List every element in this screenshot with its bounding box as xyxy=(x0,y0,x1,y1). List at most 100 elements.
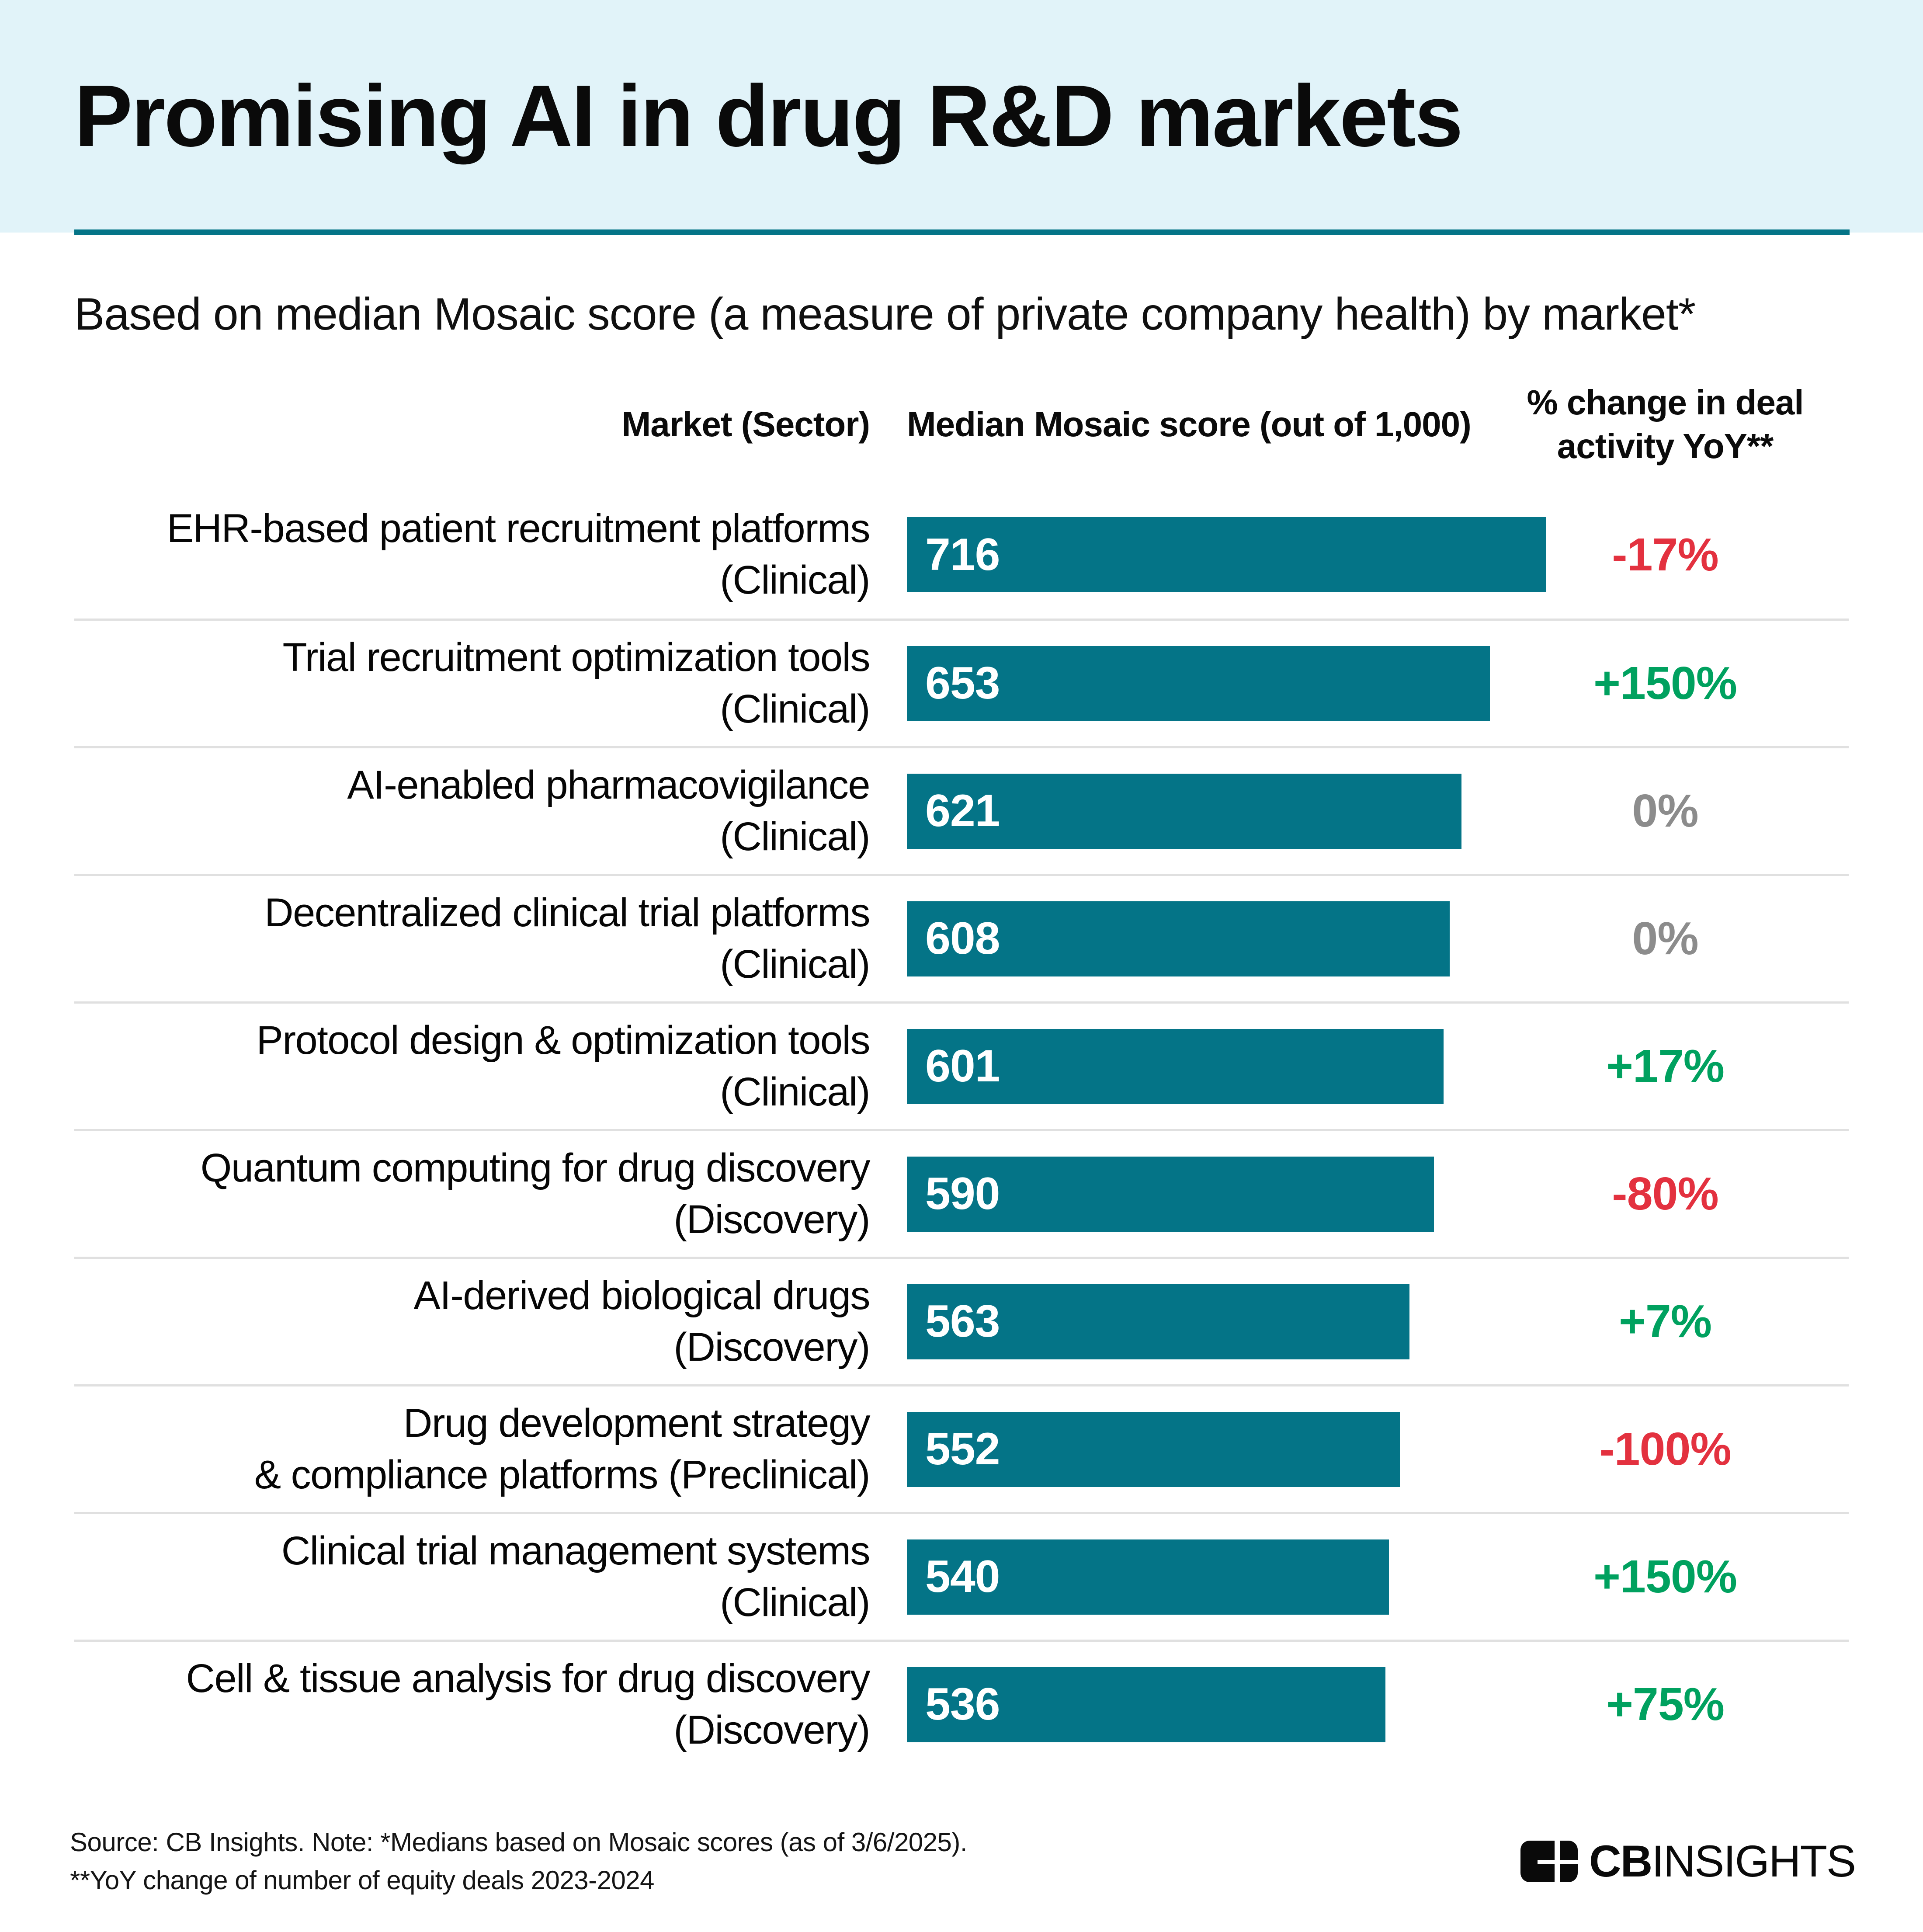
score-bar: 601 xyxy=(907,1029,1444,1104)
market-label-line2: (Clinical) xyxy=(720,558,870,602)
table-row: Trial recruitment optimization tools (Cl… xyxy=(74,619,1849,746)
market-label: Clinical trial management systems (Clini… xyxy=(74,1525,871,1629)
score-bar-cell: 590 xyxy=(907,1156,1519,1232)
table-row: Quantum computing for drug discovery (Di… xyxy=(74,1129,1849,1257)
score-value: 621 xyxy=(925,785,1000,836)
change-value: +7% xyxy=(1618,1296,1712,1347)
score-bar-cell: 621 xyxy=(907,773,1519,849)
table-row: EHR-based patient recruitment platforms … xyxy=(74,491,1849,619)
market-label: Cell & tissue analysis for drug discover… xyxy=(74,1653,871,1756)
score-bar: 536 xyxy=(907,1667,1385,1742)
logo-icon-horizontal-slot xyxy=(1538,1859,1578,1865)
score-bar-cell: 552 xyxy=(907,1411,1519,1487)
score-bar: 552 xyxy=(907,1411,1400,1487)
table-row: Protocol design & optimization tools (Cl… xyxy=(74,1001,1849,1129)
score-value: 536 xyxy=(925,1679,1000,1730)
table-row: Cell & tissue analysis for drug discover… xyxy=(74,1640,1849,1767)
score-bar-cell: 540 xyxy=(907,1539,1519,1615)
score-value: 563 xyxy=(925,1296,1000,1347)
market-label-line2: (Clinical) xyxy=(720,1069,870,1114)
score-value: 716 xyxy=(925,529,1000,580)
market-label: Decentralized clinical trial platforms (… xyxy=(74,887,870,990)
score-bar-cell: 563 xyxy=(907,1284,1519,1359)
table-row: Drug development strategy & compliance p… xyxy=(74,1384,1849,1512)
logo-text-cb: CB xyxy=(1589,1836,1652,1886)
market-label-line1: Quantum computing for drug discovery xyxy=(200,1145,871,1190)
market-label: Protocol design & optimization tools (Cl… xyxy=(74,1015,871,1118)
table-row: AI-derived biological drugs (Discovery) … xyxy=(74,1257,1849,1384)
market-label-line1: Clinical trial management systems xyxy=(281,1528,871,1573)
col-header-market: Market (Sector) xyxy=(621,405,870,444)
change-value: +150% xyxy=(1593,657,1737,709)
market-label-line1: AI-derived biological drugs xyxy=(413,1273,870,1318)
source-note-line2: **YoY change of number of equity deals 2… xyxy=(70,1866,655,1895)
market-label: EHR-based patient recruitment platforms … xyxy=(74,503,871,606)
score-bar-cell: 608 xyxy=(907,901,1519,976)
source-note-line1: Source: CB Insights. Note: *Medians base… xyxy=(70,1828,968,1857)
title-band: Promising AI in drug R&D markets xyxy=(0,0,1923,235)
score-bar-cell: 716 xyxy=(907,517,1546,592)
score-bar: 540 xyxy=(907,1539,1389,1615)
market-label: Trial recruitment optimization tools (Cl… xyxy=(74,632,870,735)
market-label-line1: EHR-based patient recruitment platforms xyxy=(167,506,871,551)
market-label-line2: (Discovery) xyxy=(673,1197,870,1242)
change-value: +17% xyxy=(1606,1040,1725,1092)
market-label-line1: Protocol design & optimization tools xyxy=(256,1018,871,1063)
market-label: AI-derived biological drugs (Discovery) xyxy=(74,1270,870,1373)
page-title: Promising AI in drug R&D markets xyxy=(74,67,1463,165)
cbinsights-logo-text: CBINSIGHTS xyxy=(1589,1836,1856,1887)
score-value: 552 xyxy=(925,1424,1000,1474)
score-bar: 608 xyxy=(907,901,1450,976)
table-row: AI-enabled pharmacovigilance (Clinical) … xyxy=(74,746,1849,874)
market-label-line2: (Discovery) xyxy=(673,1324,870,1369)
score-value: 601 xyxy=(925,1041,1000,1091)
chart-subtitle: Based on median Mosaic score (a measure … xyxy=(74,289,1696,340)
market-label-line2: (Clinical) xyxy=(720,814,870,859)
title-underline xyxy=(74,229,1850,235)
change-value: -80% xyxy=(1612,1168,1718,1220)
market-label-line1: Cell & tissue analysis for drug discover… xyxy=(186,1656,871,1701)
market-label-line1: AI-enabled pharmacovigilance xyxy=(347,762,870,807)
market-label-line2: (Clinical) xyxy=(720,942,870,987)
change-value: 0% xyxy=(1632,785,1698,837)
market-label: AI-enabled pharmacovigilance (Clinical) xyxy=(74,760,870,863)
score-bar-cell: 653 xyxy=(907,646,1519,721)
change-value: +150% xyxy=(1593,1551,1737,1602)
col-header-score: Median Mosaic score (out of 1,000) xyxy=(907,405,1472,444)
bar-chart-table: Market (Sector) Median Mosaic score (out… xyxy=(74,381,1849,1767)
market-label: Quantum computing for drug discovery (Di… xyxy=(74,1143,871,1246)
change-value: 0% xyxy=(1632,913,1698,964)
cbinsights-logo: CBINSIGHTS xyxy=(1520,1836,1856,1887)
table-row: Decentralized clinical trial platforms (… xyxy=(74,874,1849,1001)
change-value: -100% xyxy=(1599,1423,1731,1475)
score-bar: 653 xyxy=(907,646,1490,721)
col-header-change-line1: % change in deal xyxy=(1527,383,1804,422)
score-value: 590 xyxy=(925,1168,1000,1219)
market-label-line2: (Discovery) xyxy=(673,1707,870,1752)
change-value: -17% xyxy=(1612,528,1718,580)
table-body: EHR-based patient recruitment platforms … xyxy=(74,491,1849,1767)
logo-text-insights: INSIGHTS xyxy=(1652,1836,1856,1886)
score-value: 540 xyxy=(925,1551,1000,1602)
source-notes: Source: CB Insights. Note: *Medians base… xyxy=(70,1823,968,1899)
table-header-row: Market (Sector) Median Mosaic score (out… xyxy=(74,381,1849,468)
market-label-line1: Trial recruitment optimization tools xyxy=(282,635,870,680)
table-row: Clinical trial management systems (Clini… xyxy=(74,1512,1849,1640)
market-label-line2: (Clinical) xyxy=(720,1580,870,1625)
market-label-line1: Decentralized clinical trial platforms xyxy=(264,890,870,935)
score-bar-cell: 536 xyxy=(907,1667,1519,1742)
market-label-line2: & compliance platforms (Preclinical) xyxy=(254,1452,871,1497)
score-bar: 716 xyxy=(907,517,1546,592)
score-bar: 563 xyxy=(907,1284,1409,1359)
score-bar: 621 xyxy=(907,773,1461,849)
footer: Source: CB Insights. Note: *Medians base… xyxy=(70,1823,1856,1899)
market-label-line2: (Clinical) xyxy=(720,686,870,731)
market-label: Drug development strategy & compliance p… xyxy=(74,1398,871,1501)
score-value: 653 xyxy=(925,658,1000,709)
change-value: +75% xyxy=(1606,1678,1725,1730)
col-header-change: % change in deal activity YoY** xyxy=(1519,381,1812,468)
score-bar: 590 xyxy=(907,1156,1434,1232)
score-value: 608 xyxy=(925,913,1000,964)
col-header-change-line2: activity YoY** xyxy=(1557,427,1774,466)
